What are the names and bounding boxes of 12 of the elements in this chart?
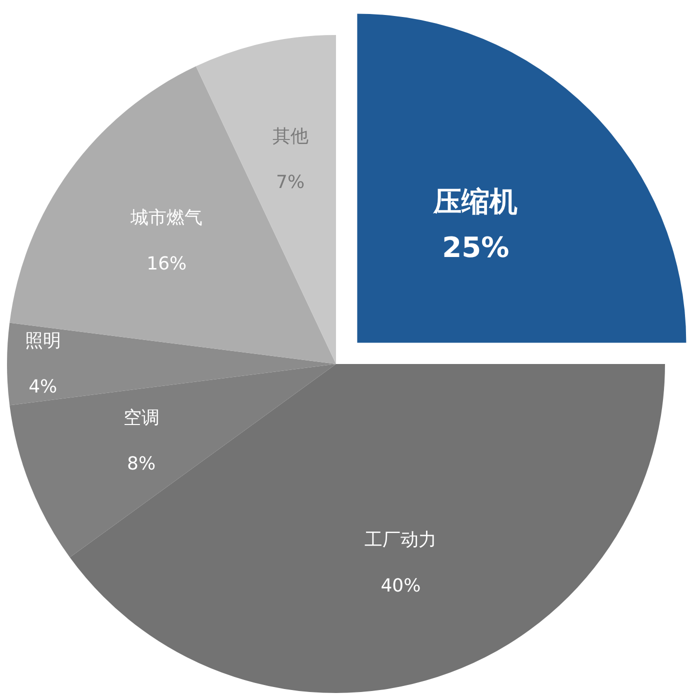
data-label: 4% [28, 376, 58, 398]
data-label: 7% [276, 172, 305, 194]
data-label: 8% [127, 454, 156, 475]
data-label: 16% [146, 253, 187, 274]
slice-label: 工厂动力 [364, 530, 437, 551]
slice-label: 空调 [123, 408, 160, 429]
slice-label: 照明 [24, 330, 61, 352]
data-label: 25% [442, 230, 510, 264]
data-label: 40% [380, 576, 421, 597]
slice-label: 其他 [272, 126, 308, 148]
slice-label: 压缩机 [432, 184, 518, 218]
slice-label: 城市燃气 [130, 207, 203, 228]
